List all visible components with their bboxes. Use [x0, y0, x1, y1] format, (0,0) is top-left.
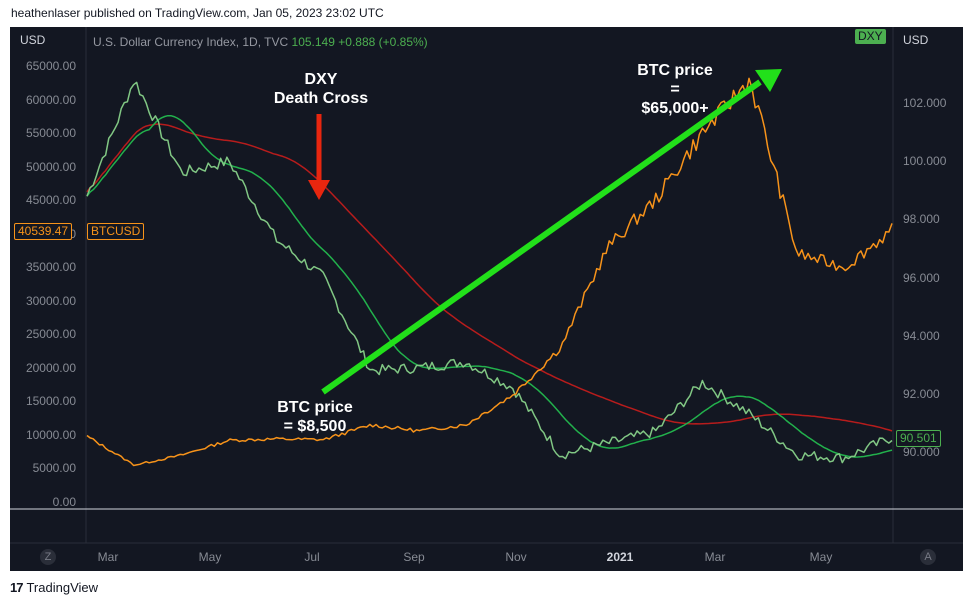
- left-axis-tick: 25000.00: [25, 327, 76, 342]
- dxy-short-ma-line: [86, 114, 893, 458]
- time-axis-tick: 2021: [606, 550, 634, 564]
- left-axis-tick: 55000.00: [25, 126, 76, 141]
- dxy-price-line: [86, 81, 893, 464]
- btc-low-annotation: BTC price = $8,500: [277, 399, 353, 435]
- tradingview-brand: TradingView: [26, 580, 99, 595]
- left-axis-tick: 5000.00: [32, 461, 76, 476]
- time-axis-tick: Mar: [704, 550, 726, 564]
- left-axis-tick: 60000.00: [25, 92, 76, 107]
- btc-price-line: [86, 77, 893, 467]
- log-scale-button[interactable]: Z: [40, 549, 56, 565]
- dxy-price-badge: 90.501: [896, 430, 941, 447]
- btc-price-badge: 40539.47: [14, 223, 73, 240]
- time-axis-tick: Nov: [505, 550, 527, 564]
- btc-symbol-badge: BTCUSD: [87, 223, 145, 240]
- time-axis-tick: May: [809, 550, 833, 564]
- right-axis-tick: 96.000: [903, 270, 940, 285]
- publish-info: heathenlaser published on TradingView.co…: [11, 6, 384, 20]
- left-axis-tick: 35000.00: [25, 260, 76, 275]
- right-axis-tick: 92.000: [903, 386, 940, 401]
- btc-high-annotation: BTC price = $65,000+: [637, 62, 713, 117]
- left-axis-tick: 50000.00: [25, 159, 76, 174]
- right-axis-tick: 98.000: [903, 212, 940, 227]
- tradingview-mark-icon: 17: [10, 580, 24, 595]
- left-axis-unit: USD: [20, 33, 46, 47]
- time-axis-tick: Jul: [304, 550, 320, 564]
- legend-price: 105.149: [291, 35, 335, 49]
- dxy-long-ma-line: [86, 123, 893, 432]
- right-axis-tick: 100.000: [903, 154, 947, 169]
- btc-trend-arrowhead: [755, 69, 782, 92]
- legend-name: U.S. Dollar Currency Index, 1D, TVC: [93, 35, 289, 49]
- death-cross-arrowhead: [308, 180, 330, 200]
- left-axis-tick: 45000.00: [25, 193, 76, 208]
- left-axis-tick: 15000.00: [25, 394, 76, 409]
- left-axis-tick: 30000.00: [25, 293, 76, 308]
- series-legend[interactable]: U.S. Dollar Currency Index, 1D, TVC 105.…: [93, 35, 428, 49]
- btc-trend-arrow: [321, 79, 762, 395]
- right-axis-tick: 90.000: [903, 445, 940, 459]
- right-axis-unit: USD: [903, 33, 929, 47]
- left-axis-tick: 65000.00: [25, 59, 76, 73]
- chart-pane[interactable]: [10, 27, 963, 571]
- legend-change: +0.888: [338, 35, 376, 49]
- time-axis-tick: Mar: [97, 550, 119, 564]
- left-axis-tick: 10000.00: [25, 427, 76, 442]
- tradingview-logo: 17 TradingView: [10, 580, 98, 595]
- right-axis-tick: 94.000: [903, 328, 940, 343]
- left-axis-tick: 20000.00: [25, 360, 76, 375]
- dxy-symbol-badge: DXY: [855, 29, 886, 44]
- auto-scale-button[interactable]: A: [920, 549, 936, 565]
- right-axis-tick: 102.000: [903, 96, 947, 110]
- legend-change-pct: (+0.85%): [378, 35, 428, 49]
- left-axis-tick: 0.00: [52, 495, 76, 509]
- time-axis-tick: Sep: [403, 550, 425, 564]
- death-cross-annotation: DXY Death Cross: [273, 71, 369, 107]
- time-axis-tick: May: [198, 550, 222, 564]
